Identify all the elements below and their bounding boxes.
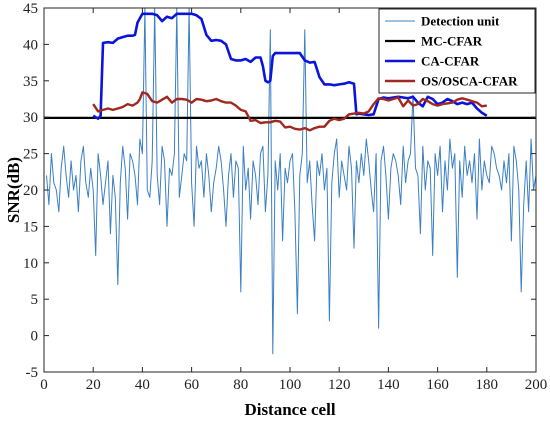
legend-label-os-osca-cfar: OS/OSCA-CFAR	[421, 74, 518, 89]
legend: Detection unit MC-CFAR CA-CFAR OS/OSCA-CFAR	[378, 8, 536, 94]
y-tick-label: 45	[23, 1, 38, 17]
y-tick-label: 0	[31, 329, 39, 345]
y-tick-label: 20	[23, 183, 38, 199]
legend-label-mc-cfar: MC-CFAR	[421, 34, 483, 49]
legend-label-ca-cfar: CA-CFAR	[421, 54, 480, 69]
x-tick-label: 140	[377, 377, 400, 393]
x-tick-label: 100	[279, 377, 302, 393]
x-tick-label: 0	[40, 377, 48, 393]
y-tick-label: 30	[23, 110, 38, 126]
legend-box	[378, 8, 536, 94]
x-tick-label: 180	[476, 377, 499, 393]
y-axis-label: SNR(dB)	[4, 157, 23, 223]
y-tick-label: 40	[23, 37, 38, 53]
series-line-os-osca-cfar	[92, 91, 487, 132]
x-tick-label: 60	[184, 377, 199, 393]
y-tick-label: 35	[23, 74, 38, 90]
legend-items: Detection unit MC-CFAR CA-CFAR OS/OSCA-CFAR	[385, 14, 518, 89]
x-tick-label: 200	[525, 377, 548, 393]
x-tick-label: 40	[135, 377, 150, 393]
series-line-ca-cfar	[92, 12, 488, 120]
y-tick-label: 5	[31, 292, 39, 308]
y-tick-label: 25	[23, 147, 38, 163]
legend-label-detection-unit: Detection unit	[421, 14, 500, 29]
series-layer	[44, 8, 536, 355]
y-tick-label: 15	[23, 219, 38, 235]
y-tick-label: 10	[23, 256, 38, 272]
x-axis-label: Distance cell	[244, 400, 335, 419]
x-tick-label: 120	[328, 377, 351, 393]
series-line-detection-unit	[46, 8, 536, 355]
x-tick-label: 20	[86, 377, 101, 393]
y-tick-label: -5	[26, 365, 39, 381]
x-tick-label: 80	[233, 377, 248, 393]
x-tick-label: 160	[426, 377, 449, 393]
ticks-layer: 0 20 40 60 80 100 120 140 160 180 200-505101520253…	[23, 1, 547, 393]
